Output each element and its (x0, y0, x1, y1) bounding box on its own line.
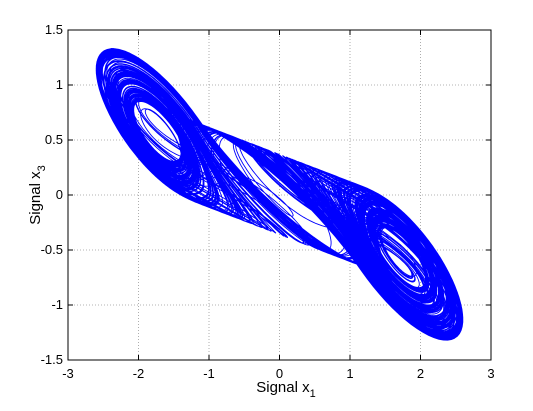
x-axis-label: Signal x1 (256, 379, 316, 400)
x-tick-label: 3 (487, 366, 494, 381)
x-axis-label-text: Signal x (256, 379, 310, 396)
y-tick-label: -1.5 (41, 352, 63, 367)
x-tick-label: -1 (203, 366, 215, 381)
series-line (95, 48, 464, 341)
trajectory-curve (95, 48, 464, 341)
axis-ticks (67, 29, 492, 361)
y-tick-labels: -1.5 -1 -0.5 0 0.5 1 1.5 (41, 22, 63, 367)
y-tick-label: 1.5 (45, 22, 63, 37)
y-tick-label: -0.5 (41, 242, 63, 257)
x-tick-label: -3 (62, 366, 74, 381)
y-axis-label: Signal x3 (27, 165, 48, 225)
y-axis-label-text: Signal x (27, 171, 44, 225)
y-tick-label: 1 (56, 77, 63, 92)
x-tick-label: -2 (133, 366, 145, 381)
x-tick-label: 0 (276, 366, 283, 381)
y-tick-label: -1 (51, 297, 63, 312)
y-tick-label: 0.5 (45, 132, 63, 147)
x-tick-label: 1 (346, 366, 353, 381)
x-tick-labels: -3 -2 -1 0 1 2 3 (62, 366, 494, 381)
y-tick-label: 0 (56, 187, 63, 202)
y-axis-label-subscript: 3 (36, 165, 48, 171)
x-tick-label: 2 (417, 366, 424, 381)
x-axis-label-subscript: 1 (310, 388, 316, 400)
